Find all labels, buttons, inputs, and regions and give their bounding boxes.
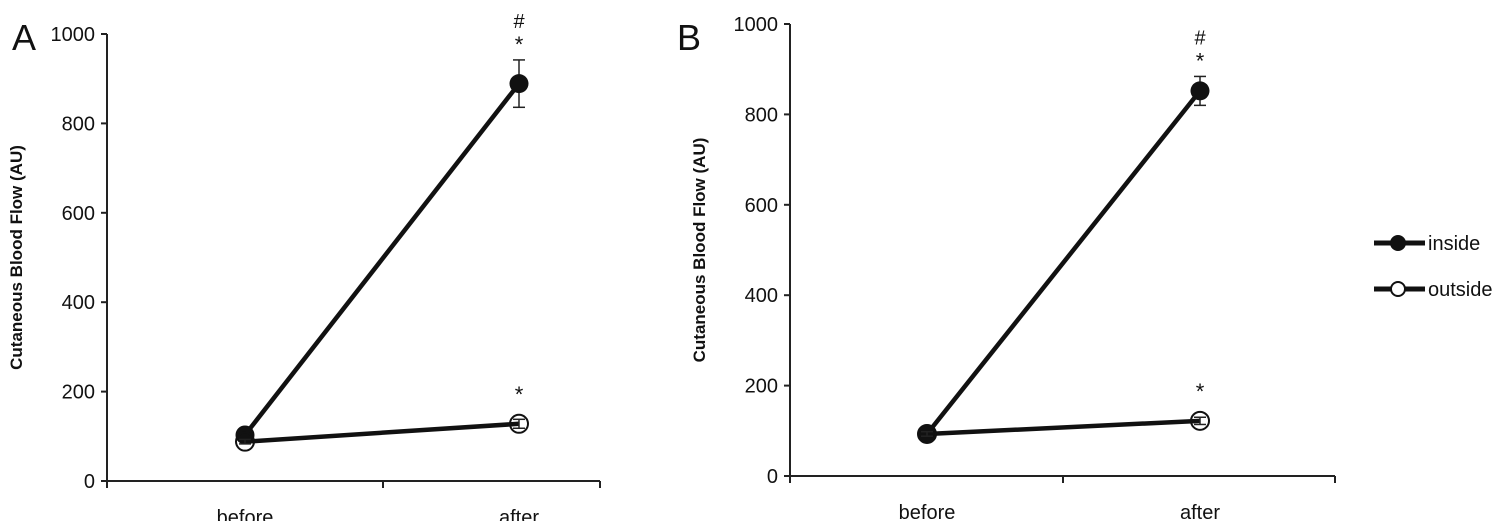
significance-star: * [1196, 379, 1205, 404]
legend-label: inside [1428, 233, 1480, 255]
series-line-inside [925, 89, 1202, 436]
panel-label: A [12, 17, 36, 58]
y-tick-label: 0 [84, 471, 95, 493]
y-tick-label: 800 [745, 104, 778, 126]
y-axis-label: Cutaneous Blood Flow (AU) [7, 145, 26, 370]
significance-star: * [515, 382, 524, 407]
y-tick-label: 0 [767, 466, 778, 488]
x-tick-label: before [217, 507, 274, 521]
significance-hash: # [513, 11, 525, 33]
y-axis-label: Cutaneous Blood Flow (AU) [690, 138, 709, 363]
legend-marker-open-icon [1390, 281, 1406, 297]
data-point-outside [235, 431, 255, 452]
y-tick-label: 600 [745, 195, 778, 217]
y-tick-label: 400 [745, 285, 778, 307]
x-tick-label: after [1180, 502, 1220, 521]
y-tick-label: 200 [62, 382, 95, 404]
y-tick-label: 600 [62, 203, 95, 225]
y-tick-label: 1000 [51, 24, 96, 46]
legend-label: outside [1428, 279, 1493, 301]
panel-label: B [677, 17, 701, 58]
series-line-outside [926, 418, 1201, 437]
series-line-outside [244, 421, 520, 444]
data-point-outside [509, 413, 529, 434]
significance-star: * [1196, 48, 1205, 73]
data-point-inside [509, 74, 529, 94]
panel-A [101, 33, 601, 488]
legend: inside outside [1374, 233, 1493, 301]
y-tick-label: 1000 [734, 14, 779, 36]
x-tick-label: after [499, 507, 539, 521]
series-line-inside [243, 82, 521, 437]
data-point-outside [917, 423, 937, 444]
y-tick-label: 200 [745, 376, 778, 398]
significance-star: * [515, 32, 524, 57]
legend-marker-filled-icon [1390, 235, 1406, 251]
y-tick-label: 400 [62, 292, 95, 314]
y-tick-label: 800 [62, 113, 95, 135]
panel-B [784, 23, 1336, 483]
x-tick-label: before [899, 502, 956, 521]
data-point-outside [1190, 410, 1210, 431]
significance-hash: # [1194, 27, 1206, 49]
data-point-inside [1190, 81, 1210, 101]
